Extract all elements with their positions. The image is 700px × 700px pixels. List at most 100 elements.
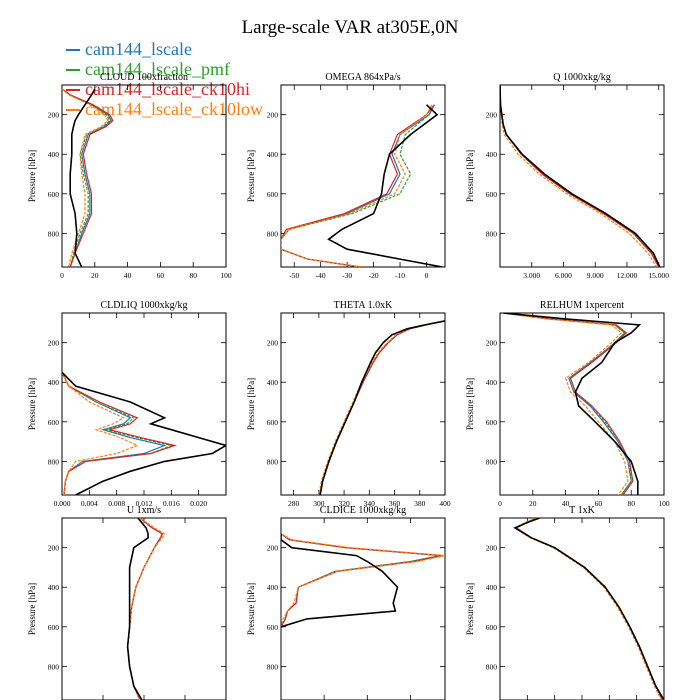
y-tick-label: 600 (48, 190, 60, 199)
series-line (281, 533, 441, 628)
y-tick-label: 200 (267, 339, 279, 348)
y-tick-label: 200 (48, 544, 60, 553)
panel-title: Q 1000xkg/kg (553, 72, 611, 83)
x-tick-label: 280 (288, 499, 300, 508)
y-tick-label: 600 (267, 190, 279, 199)
plot-frame (280, 84, 446, 268)
plot-frame (61, 517, 227, 700)
chart-panel: THETA 1.0xK 280 300 320 340 360 380 400 200 400 60… (246, 300, 451, 508)
y-tick-label: 800 (48, 457, 60, 466)
chart-panel: RELHUM 1xpercent 0 20 40 60 80 100 200 400 600 800… (465, 300, 670, 508)
series-line (318, 320, 444, 495)
y-tick-label: 200 (48, 339, 60, 348)
y-tick-label: 800 (486, 662, 498, 671)
x-tick-label: 20 (529, 499, 537, 508)
series-line (503, 313, 632, 495)
y-tick-label: 800 (486, 229, 498, 238)
plot-frame (499, 517, 665, 700)
x-tick-label: 15.000 (648, 271, 669, 280)
series-line (281, 533, 441, 628)
series-line (126, 518, 149, 700)
series-line (62, 372, 174, 495)
panel-title: THETA 1.0xK (334, 300, 393, 311)
y-tick-label: 200 (486, 111, 498, 120)
y-tick-label: 400 (486, 583, 498, 592)
series-line (281, 104, 433, 267)
y-axis-label: Pressure [hPa] (246, 150, 256, 202)
chart-panel: T 1xK180200220240260280300200400600800Pr… (465, 505, 665, 700)
y-tick-label: 600 (486, 190, 498, 199)
legend-label: cam144_lscale_ck10low (85, 99, 263, 119)
y-tick-label: 800 (267, 457, 279, 466)
series-line (515, 518, 664, 700)
series-line (515, 518, 664, 700)
y-tick-label: 200 (48, 111, 60, 120)
x-tick-label: 40 (562, 499, 570, 508)
x-tick-label: 0.020 (190, 499, 207, 508)
series-line (281, 533, 443, 628)
y-tick-label: 200 (486, 544, 498, 553)
series-line (126, 518, 164, 700)
y-tick-label: 600 (48, 418, 60, 427)
series-line (62, 88, 111, 267)
x-tick-label: 100 (658, 499, 670, 508)
series-line (281, 533, 445, 627)
series-line (500, 85, 660, 267)
series-line (500, 85, 658, 267)
x-tick-label: -30 (342, 271, 352, 280)
x-tick-label: 3.000 (523, 271, 540, 280)
chart-panel: OMEGA 864xPa/s -50 -40 -30 -20 -10 0 200 400 600 8… (246, 72, 446, 280)
y-tick-label: 600 (267, 418, 279, 427)
x-tick-label: 400 (439, 499, 451, 508)
x-tick-label: 0.004 (81, 499, 98, 508)
legend-label: cam144_lscale (85, 39, 192, 59)
panel-title: CLDLIQ 1000xkg/kg (101, 300, 188, 311)
series-line (62, 372, 139, 495)
plot-frame (499, 84, 665, 268)
x-tick-label: 6.000 (555, 271, 572, 280)
series-line (62, 372, 178, 495)
panel-title: CLOUD 100xfraction (100, 72, 188, 83)
chart-panel: U 1xm/s-40-2002040200400600800Pressure [… (27, 505, 227, 700)
series-line (500, 85, 660, 267)
x-tick-label: 80 (627, 499, 635, 508)
series-line (503, 313, 632, 495)
series-line (62, 371, 226, 495)
y-tick-label: 400 (48, 378, 60, 387)
series-line (126, 518, 164, 700)
legend-label: cam144_lscale_pmf (85, 59, 230, 79)
series-line (503, 313, 642, 495)
series-line (62, 88, 114, 267)
y-tick-label: 400 (267, 583, 279, 592)
x-tick-label: 0.000 (54, 499, 71, 508)
y-axis-label: Pressure [hPa] (465, 378, 475, 430)
y-tick-label: 800 (486, 457, 498, 466)
series-line (281, 533, 399, 628)
x-tick-label: 40 (124, 271, 132, 280)
y-axis-label: Pressure [hPa] (465, 583, 475, 635)
figure-title: Large-scale VAR at305E,0N (242, 17, 459, 38)
y-axis-label: Pressure [hPa] (465, 150, 475, 202)
x-tick-label: 340 (364, 499, 376, 508)
chart-panel: CLDLIQ 1000xkg/kg 0.000 0.004 0.008 0.012 0.0… (27, 300, 227, 508)
y-axis-label: Pressure [hPa] (246, 378, 256, 430)
y-tick-label: 800 (267, 229, 279, 238)
x-tick-label: 0 (425, 271, 429, 280)
x-tick-label: 80 (189, 271, 197, 280)
panel-title: U 1xm/s (127, 505, 161, 516)
chart-panel: CLOUD 100xfraction 0 20 40 60 80 100 200 400 600 8… (27, 72, 232, 280)
plot-frame (61, 84, 227, 268)
panel-title: T 1xK (569, 505, 595, 516)
x-tick-label: 0.016 (163, 499, 180, 508)
x-tick-label: 0 (60, 271, 64, 280)
x-tick-label: 20 (91, 271, 99, 280)
x-tick-label: -20 (369, 271, 379, 280)
series-line (500, 85, 661, 267)
x-tick-label: 60 (157, 271, 165, 280)
y-tick-label: 800 (267, 662, 279, 671)
chart-panel: Q 1000xkg/kg 3.000 6.000 9.000 12.000 15.000 2… (465, 72, 669, 280)
series-line (319, 320, 445, 495)
series-line (62, 88, 109, 267)
series-line (500, 85, 660, 267)
